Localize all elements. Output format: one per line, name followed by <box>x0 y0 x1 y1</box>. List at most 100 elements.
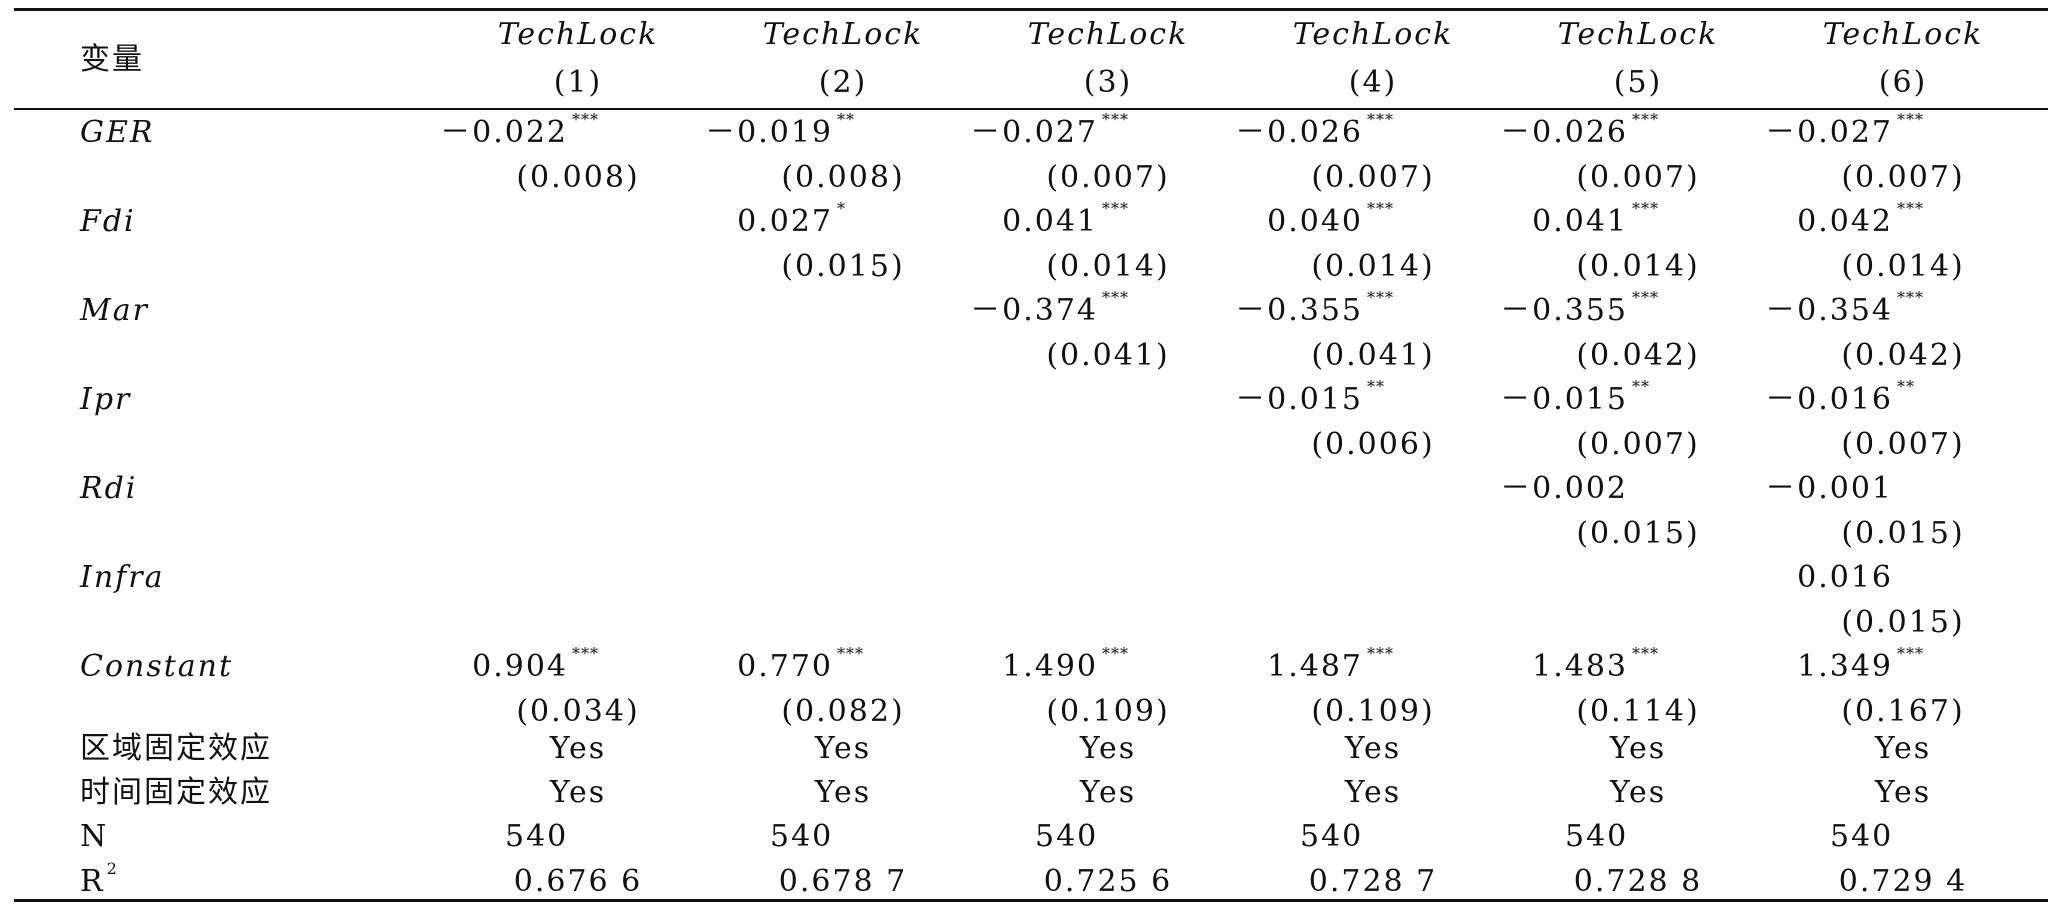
footer-value: Yes <box>549 775 607 810</box>
coefficient-value: 1.483 <box>1532 649 1628 684</box>
standard-error: (0.114) <box>1576 693 1700 729</box>
coefficient: －0.354 *** <box>1765 290 1943 328</box>
footer-label: 时间固定效应 <box>80 775 272 810</box>
footer-value: Yes <box>1079 775 1137 810</box>
coefficient-value: 1.490 <box>1002 649 1098 684</box>
coefficient-value: －0.354 <box>1765 293 1893 328</box>
significance-stars: *** <box>1632 644 1659 663</box>
top-rule <box>14 8 2048 11</box>
column-number: (3) <box>1083 65 1133 100</box>
standard-error: (0.014) <box>1841 248 1965 284</box>
footer-value: Yes <box>1609 775 1667 810</box>
significance-stars: ** <box>1367 377 1385 396</box>
coefficient-value: －0.019 <box>705 115 833 150</box>
significance-stars: *** <box>1367 644 1394 663</box>
significance-stars: ** <box>837 110 855 129</box>
column-number: (6) <box>1878 65 1928 100</box>
significance-stars: *** <box>1367 199 1394 218</box>
column-name: TechLock <box>762 17 924 52</box>
coefficient: 0.016 <box>1797 563 1943 593</box>
significance-stars: *** <box>1102 288 1129 307</box>
footer-value: Yes <box>814 731 872 766</box>
footer-value: 0.729 4 <box>1838 864 1968 899</box>
column-number: (4) <box>1348 65 1398 100</box>
significance-stars: *** <box>837 644 864 663</box>
coefficient: 0.027 * <box>737 201 883 237</box>
standard-error: (0.034) <box>516 693 640 729</box>
coefficient: －0.001 <box>1765 474 1943 504</box>
coefficient: －0.002 <box>1500 474 1678 504</box>
row-label: Ipr <box>80 382 132 417</box>
coefficient-value: 0.770 <box>737 649 833 684</box>
standard-error: (0.006) <box>1311 426 1435 462</box>
coefficient: 0.040 *** <box>1267 201 1413 239</box>
significance-stars: *** <box>572 644 599 663</box>
coefficient: －0.016 ** <box>1765 379 1943 417</box>
footer-value: 540 <box>770 819 834 854</box>
significance-stars: ** <box>1632 377 1650 396</box>
footer-value: 0.678 7 <box>778 864 908 899</box>
coefficient-value: 0.041 <box>1532 204 1628 239</box>
footer-value: 540 <box>1300 819 1364 854</box>
variable-header: 变量 <box>80 42 144 77</box>
coefficient: －0.019 ** <box>705 112 883 150</box>
standard-error: (0.109) <box>1311 693 1435 729</box>
footer-value: Yes <box>1609 731 1667 766</box>
row-label: Fdi <box>80 204 136 239</box>
footer-value: 0.728 8 <box>1573 864 1703 899</box>
significance-stars: *** <box>1367 288 1394 307</box>
standard-error: (0.015) <box>781 248 905 284</box>
standard-error: (0.014) <box>1576 248 1700 284</box>
standard-error: (0.109) <box>1046 693 1170 729</box>
column-name: TechLock <box>1292 17 1454 52</box>
standard-error: (0.042) <box>1841 337 1965 373</box>
significance-stars: *** <box>572 110 599 129</box>
significance-stars: *** <box>1632 199 1659 218</box>
coefficient-value: －0.026 <box>1235 115 1363 150</box>
coefficient: 1.490 *** <box>1002 646 1148 684</box>
coefficient: 0.042 *** <box>1797 201 1943 239</box>
coefficient-value: 1.487 <box>1267 649 1363 684</box>
standard-error: (0.015) <box>1841 515 1965 551</box>
column-name: TechLock <box>497 17 659 52</box>
coefficient: 0.904 *** <box>472 646 618 682</box>
coefficient-value: －0.015 <box>1500 382 1628 417</box>
footer-value: Yes <box>1874 731 1932 766</box>
row-label: Constant <box>80 649 234 684</box>
column-number: (5) <box>1613 65 1663 100</box>
header-rule <box>14 108 2048 110</box>
footer-value: Yes <box>1344 731 1402 766</box>
footer-value: Yes <box>1874 775 1932 810</box>
footer-value: Yes <box>549 731 607 766</box>
significance-stars: ** <box>1897 377 1915 396</box>
significance-stars: *** <box>1102 110 1129 129</box>
standard-error: (0.042) <box>1576 337 1700 373</box>
column-name: TechLock <box>1027 17 1189 52</box>
significance-stars: *** <box>1632 110 1659 129</box>
coefficient-value: 1.349 <box>1797 649 1893 684</box>
significance-stars: *** <box>1897 110 1924 129</box>
footer-label: 区域固定效应 <box>80 731 272 766</box>
coefficient-value: －0.002 <box>1500 471 1628 506</box>
coefficient-value: －0.022 <box>440 115 568 150</box>
standard-error: (0.082) <box>781 693 905 729</box>
coefficient-value: －0.027 <box>1765 115 1893 150</box>
standard-error: (0.007) <box>1576 159 1700 195</box>
significance-stars: * <box>837 199 846 218</box>
coefficient: －0.355 *** <box>1500 290 1678 328</box>
standard-error: (0.008) <box>781 159 905 195</box>
column-name: TechLock <box>1822 17 1984 52</box>
column-number: (1) <box>553 65 603 100</box>
standard-error: (0.015) <box>1576 515 1700 551</box>
coefficient-value: 0.042 <box>1797 204 1893 239</box>
standard-error: (0.167) <box>1841 693 1965 729</box>
coefficient-value: －0.355 <box>1500 293 1628 328</box>
standard-error: (0.015) <box>1841 604 1965 640</box>
coefficient: 0.041 *** <box>1002 201 1148 237</box>
coefficient: －0.026 *** <box>1235 112 1413 150</box>
coefficient-value: 0.040 <box>1267 204 1363 239</box>
coefficient: －0.027 *** <box>970 112 1148 148</box>
coefficient-value: －0.016 <box>1765 382 1893 417</box>
footer-value: 0.725 6 <box>1043 864 1173 899</box>
row-label: Mar <box>80 293 149 328</box>
